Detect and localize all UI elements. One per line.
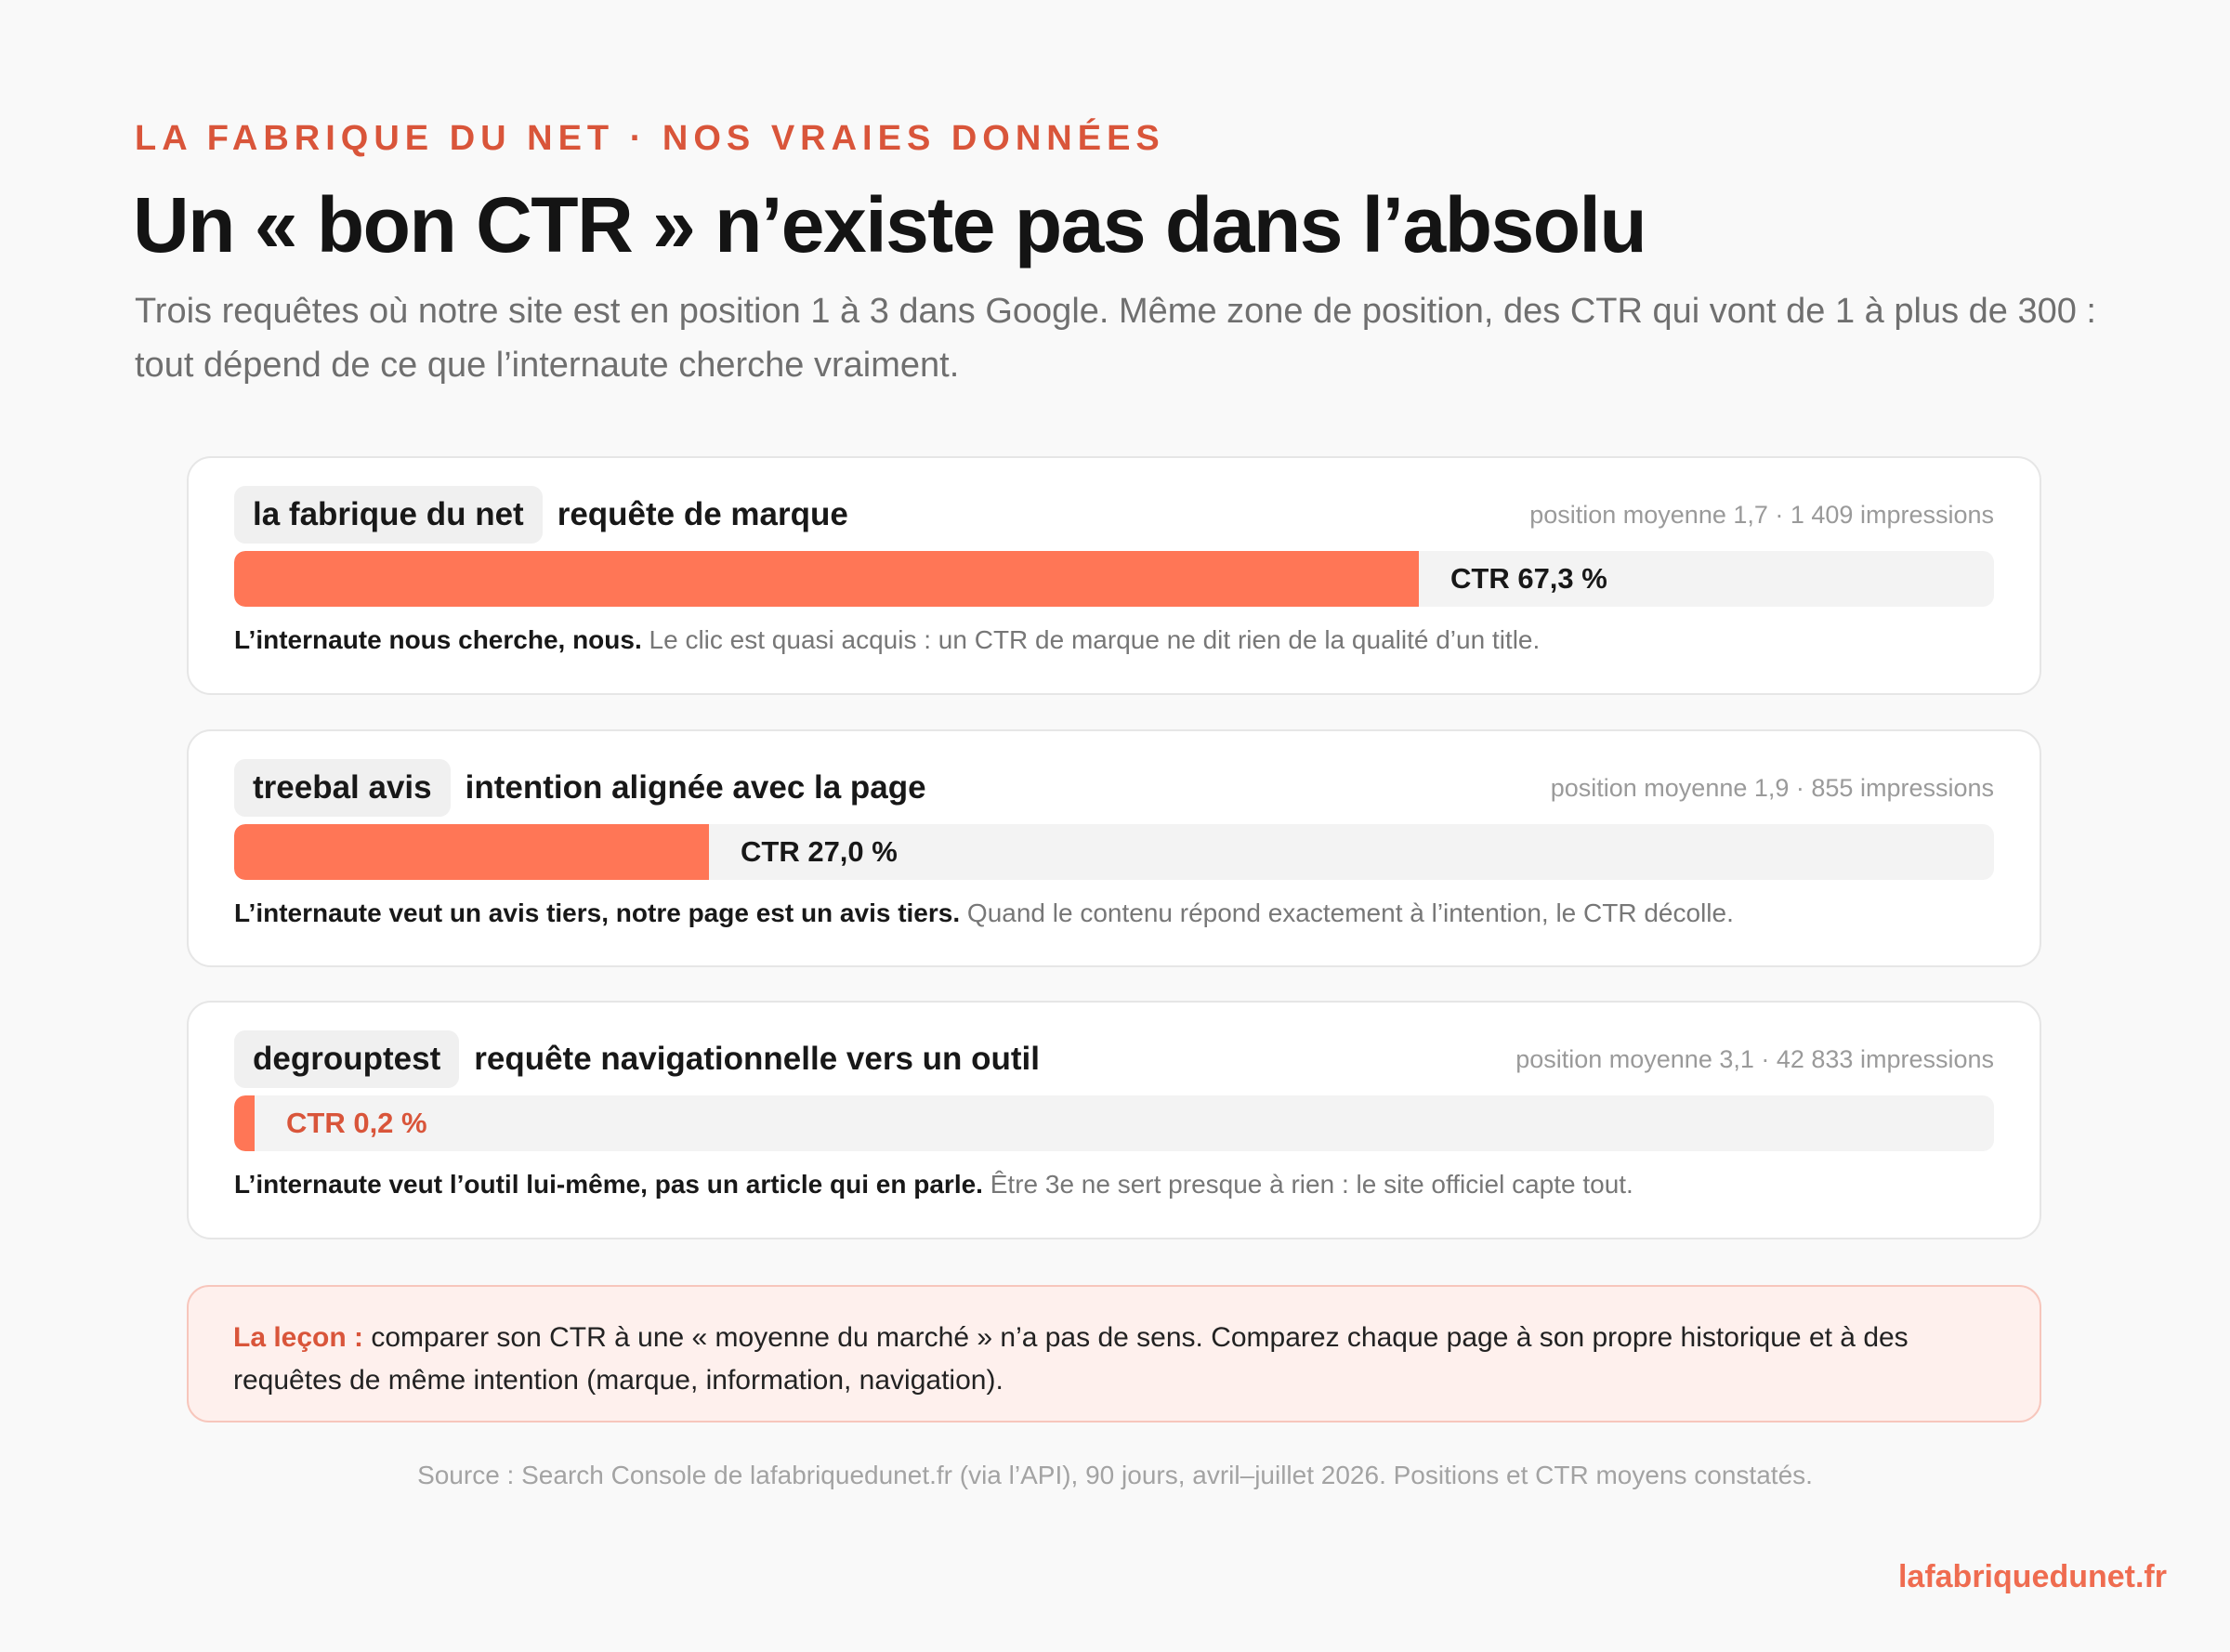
note-text: Être 3e ne sert presque à rien : le site… (990, 1170, 1633, 1199)
card-header: treebal avis intention alignée avec la p… (234, 759, 1994, 817)
query-label: treebal avis (234, 759, 451, 817)
intent-label: intention alignée avec la page (465, 769, 926, 806)
note-text: Quand le contenu répond exactement à l’i… (966, 898, 1734, 927)
subtitle: Trois requêtes où notre site est en posi… (135, 292, 2096, 385)
ctr-card-0: la fabrique du net requête de marque pos… (187, 456, 2041, 695)
page-title: Un « bon CTR » n’existe pas dans l’absol… (133, 181, 1647, 269)
lesson-lead: La leçon : (233, 1322, 364, 1353)
card-note: L’internaute nous cherche, nous. Le clic… (234, 622, 2002, 659)
card-header: degrouptest requête navigationnelle vers… (234, 1030, 1994, 1088)
card-note: L’internaute veut un avis tiers, notre p… (234, 895, 2002, 932)
ctr-card-1: treebal avis intention alignée avec la p… (187, 729, 2041, 967)
query-label: la fabrique du net (234, 486, 543, 544)
bar (234, 824, 709, 880)
bar (234, 1095, 255, 1151)
data-label: CTR 67,3 % (1450, 562, 1607, 595)
bar (234, 551, 1419, 607)
data-label: CTR 27,0 % (741, 835, 898, 868)
note-bold: L’internaute veut l’outil lui-même, pas … (234, 1170, 983, 1199)
lesson-callout: La leçon : comparer son CTR à une « moye… (187, 1285, 2041, 1423)
data-label: CTR 0,2 % (286, 1107, 427, 1139)
intent-label: requête navigationnelle vers un outil (474, 1041, 1040, 1077)
card-note: L’internaute veut l’outil lui-même, pas … (234, 1166, 2002, 1203)
position-meta: position moyenne 3,1 · 42 833 impression… (1515, 1044, 1994, 1073)
note-text: Le clic est quasi acquis : un CTR de mar… (649, 625, 1541, 654)
bar-track: CTR 27,0 % (234, 824, 1994, 880)
bar-track: CTR 67,3 % (234, 551, 1994, 607)
bar-track: CTR 0,2 % (234, 1095, 1994, 1151)
note-bold: L’internaute veut un avis tiers, notre p… (234, 898, 961, 927)
position-meta: position moyenne 1,9 · 855 impressions (1550, 773, 1994, 802)
note-bold: L’internaute nous cherche, nous. (234, 625, 642, 654)
source-note: Source : Search Console de lafabriquedun… (417, 1461, 1813, 1489)
intent-label: requête de marque (557, 496, 848, 532)
card-header: la fabrique du net requête de marque pos… (234, 486, 1994, 544)
query-label: degrouptest (234, 1030, 460, 1088)
kicker: LA FABRIQUE DU NET · NOS VRAIES DONNÉES (135, 119, 1165, 158)
brand-link[interactable]: lafabriquedunet.fr (1897, 1559, 2167, 1594)
lesson-text: comparer son CTR à une « moyenne du marc… (233, 1322, 1909, 1396)
position-meta: position moyenne 1,7 · 1 409 impressions (1529, 500, 1994, 529)
ctr-card-2: degrouptest requête navigationnelle vers… (187, 1001, 2041, 1239)
